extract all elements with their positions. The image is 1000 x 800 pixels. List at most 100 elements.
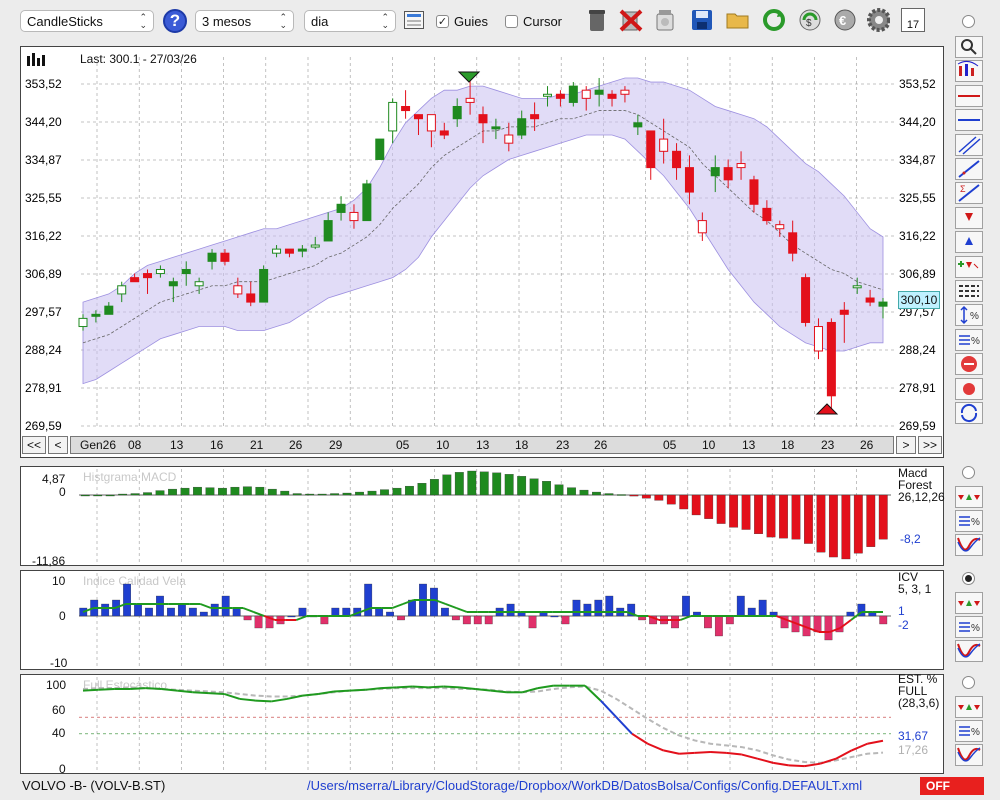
markers-icon[interactable] bbox=[955, 486, 983, 508]
period-select[interactable]: 3 mesos ⌃ ⌄ bbox=[195, 10, 294, 32]
radio-indicator[interactable] bbox=[962, 676, 975, 689]
candle-body bbox=[220, 252, 230, 262]
date-label: 13 bbox=[170, 438, 184, 452]
symbol-label: VOLVO -B- (VOLV-B.ST) bbox=[22, 778, 166, 793]
stoch-fast-line-segment bbox=[726, 751, 742, 756]
gear-icon[interactable] bbox=[866, 8, 890, 32]
candle-body bbox=[749, 179, 759, 205]
radio-indicator[interactable] bbox=[962, 572, 975, 585]
icv-name: ICV bbox=[898, 570, 919, 584]
markers-icon[interactable] bbox=[955, 592, 983, 614]
icv-ytop: 10 bbox=[52, 574, 66, 588]
trash-icon[interactable] bbox=[585, 8, 609, 32]
delete-icon[interactable] bbox=[619, 8, 643, 32]
y-tick-left: 325,55 bbox=[25, 191, 62, 205]
next-button[interactable]: > bbox=[896, 436, 916, 454]
macd-bar bbox=[80, 494, 90, 497]
macd-bar bbox=[442, 474, 452, 496]
icv-chart[interactable] bbox=[21, 571, 895, 669]
icv-panel bbox=[20, 570, 944, 670]
candle-body bbox=[194, 281, 204, 287]
candles-icon[interactable] bbox=[955, 60, 983, 83]
date-label: 10 bbox=[436, 438, 450, 452]
oscillator-icon[interactable] bbox=[955, 640, 983, 662]
oscillator-icon[interactable] bbox=[955, 534, 983, 556]
config-path[interactable]: /Users/mserra/Library/CloudStorage/Dropb… bbox=[307, 778, 863, 793]
prev-button[interactable]: < bbox=[48, 436, 68, 454]
trendline-icon[interactable] bbox=[955, 158, 983, 180]
macd-title: Histgrama MACD bbox=[83, 470, 177, 484]
icv-bar bbox=[254, 615, 263, 629]
scale-percent-icon[interactable]: % bbox=[955, 304, 983, 327]
percent-lines-icon[interactable]: % bbox=[955, 510, 983, 532]
folder-icon[interactable] bbox=[726, 8, 750, 32]
macd-bar bbox=[741, 494, 751, 530]
candle-body bbox=[401, 105, 411, 112]
price-chart[interactable]: 353,52 353,52 344,20 344,20 334,87 334,87 325,… bbox=[21, 47, 943, 433]
macd-chart[interactable] bbox=[21, 467, 895, 565]
cursor-checkbox[interactable] bbox=[505, 15, 518, 28]
radio-indicator[interactable] bbox=[962, 466, 975, 479]
y-tick-right: 278,91 bbox=[899, 381, 936, 395]
arrow-down-icon[interactable] bbox=[955, 206, 983, 229]
first-button[interactable]: << bbox=[22, 436, 46, 454]
macd-yzero: 0 bbox=[59, 485, 66, 499]
channel-icon[interactable] bbox=[955, 133, 983, 156]
macd-bar bbox=[342, 492, 352, 496]
percent-lines-icon[interactable]: % bbox=[955, 720, 983, 742]
calendar-icon[interactable]: 17 bbox=[901, 8, 925, 32]
cycle-icon[interactable] bbox=[955, 402, 983, 424]
stoch-fast-line-segment bbox=[615, 716, 633, 735]
interval-select[interactable]: dia ⌃ ⌄ bbox=[304, 10, 396, 32]
guides-checkbox[interactable]: ✓ bbox=[436, 15, 449, 28]
stoch-fast-line-segment bbox=[835, 749, 853, 760]
last-button[interactable]: >> bbox=[918, 436, 942, 454]
cursor-toggle[interactable]: Cursor bbox=[505, 14, 562, 29]
icv-bar bbox=[101, 603, 110, 617]
record-icon[interactable] bbox=[955, 377, 983, 400]
grid-icon[interactable] bbox=[404, 11, 424, 29]
list-icon[interactable] bbox=[955, 280, 983, 302]
help-icon[interactable]: ? bbox=[163, 9, 187, 33]
percent-lines-icon[interactable]: % bbox=[955, 616, 983, 638]
chart-type-select[interactable]: CandleSticks ⌃ ⌄ bbox=[20, 10, 154, 32]
est-ytick: 100 bbox=[46, 678, 67, 692]
red-line-icon[interactable] bbox=[955, 84, 983, 107]
stop-icon[interactable] bbox=[955, 353, 983, 376]
sync-icon[interactable]: $ bbox=[798, 8, 822, 32]
percent-lines-icon[interactable]: % bbox=[955, 328, 983, 351]
date-label: 13 bbox=[476, 438, 490, 452]
markers-icon[interactable] bbox=[955, 255, 983, 278]
save-icon[interactable] bbox=[690, 8, 714, 32]
oscillator-icon[interactable] bbox=[955, 744, 983, 766]
macd-bar bbox=[542, 481, 551, 496]
date-axis[interactable] bbox=[70, 436, 894, 454]
off-indicator[interactable]: OFF bbox=[920, 777, 984, 795]
macd-bar bbox=[554, 484, 564, 496]
y-tick-left: 288,24 bbox=[25, 343, 62, 357]
current-price-badge: 300,10 bbox=[898, 291, 940, 309]
stoch-fast-line-segment bbox=[599, 699, 618, 718]
y-tick-right: 325,55 bbox=[899, 191, 936, 205]
fibonacci-icon[interactable]: Σ bbox=[955, 182, 983, 205]
zoom-icon[interactable] bbox=[955, 36, 983, 58]
est-legend: EST. % FULL (28,3,6) bbox=[898, 673, 939, 709]
icv-line-segment bbox=[359, 607, 372, 613]
stoch-fast-line-segment bbox=[161, 687, 178, 692]
radio-price[interactable] bbox=[962, 15, 975, 28]
candle-body bbox=[555, 93, 565, 99]
arrow-up-icon[interactable] bbox=[955, 231, 983, 254]
icv-bar bbox=[156, 595, 164, 617]
euro-icon[interactable]: € bbox=[833, 8, 857, 32]
est-chart[interactable] bbox=[21, 675, 895, 773]
stoch-fast-line-segment bbox=[365, 687, 382, 691]
date-label: 23 bbox=[821, 438, 835, 452]
refresh-icon[interactable] bbox=[762, 8, 786, 32]
icv-line-segment bbox=[114, 603, 127, 609]
guides-label: Guies bbox=[454, 14, 488, 29]
markers-icon[interactable] bbox=[955, 696, 983, 718]
est-params: (28,3,6) bbox=[898, 696, 940, 710]
guides-toggle[interactable]: ✓ Guies bbox=[436, 14, 488, 29]
blue-line-icon[interactable] bbox=[955, 109, 983, 132]
jar-icon[interactable] bbox=[653, 8, 677, 32]
